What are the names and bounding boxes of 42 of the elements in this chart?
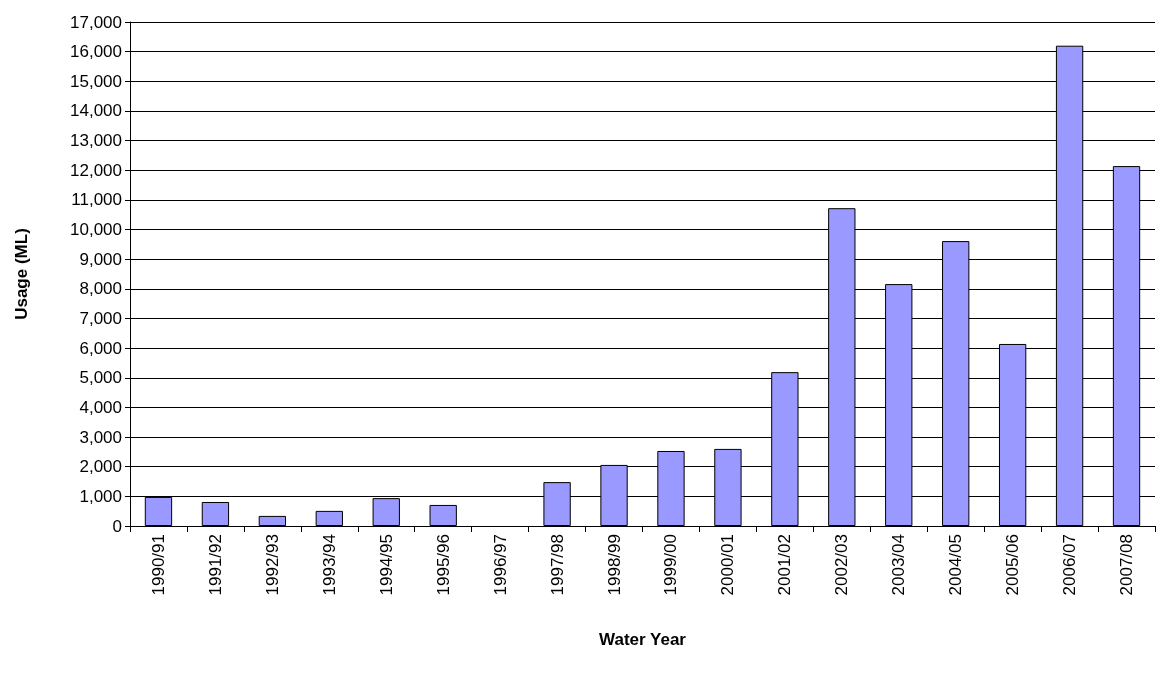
y-tick-label: 14,000: [70, 101, 122, 121]
y-tick-label: 1,000: [79, 486, 122, 506]
x-tick-label: 1999/00: [661, 534, 681, 596]
y-tick-label: 3,000: [79, 427, 122, 447]
y-tick-label: 2,000: [79, 457, 122, 477]
x-tick-label: 1994/95: [376, 534, 396, 596]
y-tick-label: 16,000: [70, 42, 122, 62]
y-tick-label: 7,000: [79, 308, 122, 328]
x-tick-label: 1997/98: [547, 534, 567, 596]
y-tick-label: 15,000: [70, 71, 122, 91]
y-tick-label: 6,000: [79, 338, 122, 358]
x-tick-label: 2003/04: [889, 534, 909, 596]
y-tick-label: 8,000: [79, 279, 122, 299]
y-tick-label: 10,000: [70, 220, 122, 240]
y-axis-title: Usage (ML): [12, 228, 31, 320]
x-tick-label: 1993/94: [319, 534, 339, 596]
y-tick-label: 11,000: [71, 190, 122, 210]
x-tick-label: 2006/07: [1060, 534, 1080, 596]
x-tick-label: 2000/01: [718, 534, 738, 596]
bar: [201, 501, 230, 526]
bar: [258, 515, 287, 526]
x-tick-label: 1998/99: [604, 534, 624, 596]
x-tick-label: 2007/08: [1117, 534, 1137, 596]
x-tick-label: 2004/05: [946, 534, 966, 596]
y-tick-label: 5,000: [79, 368, 122, 388]
x-tick-label: 1995/96: [433, 534, 453, 596]
bar: [315, 510, 343, 526]
y-tick-label: 4,000: [79, 397, 122, 417]
x-axis-title: Water Year: [599, 630, 687, 649]
y-tick-label: 17,000: [70, 12, 122, 32]
x-tick-label: 2005/06: [1003, 534, 1023, 596]
y-tick-label: 12,000: [70, 160, 122, 180]
x-tick-label: 2002/03: [832, 534, 852, 596]
x-tick-label: 1990/91: [148, 534, 168, 596]
x-tick-label: 1991/92: [205, 534, 225, 596]
bar: [429, 504, 457, 526]
x-tick-label: 1992/93: [262, 534, 282, 596]
y-tick-label: 0: [112, 516, 122, 536]
x-tick-label: 2001/02: [775, 534, 795, 596]
x-tick-label: 1996/97: [490, 534, 510, 596]
y-tick-label: 13,000: [70, 131, 122, 151]
y-tick-label: 9,000: [79, 249, 122, 269]
